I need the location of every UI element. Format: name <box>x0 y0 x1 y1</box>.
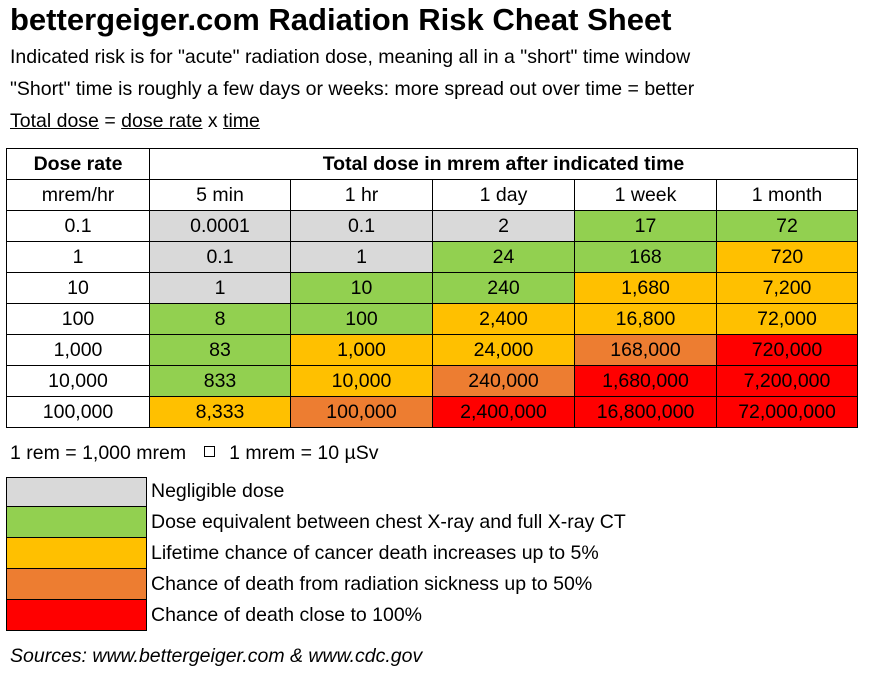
legend-swatch <box>6 600 147 631</box>
intro-line-2: "Short" time is roughly a few days or we… <box>10 78 695 100</box>
dose-cell: 10 <box>290 272 433 304</box>
formula-total-dose: Total dose <box>10 110 99 132</box>
table-row: 100 8 100 2,400 16,800 72,000 <box>6 303 858 335</box>
dose-cell: 7,200 <box>716 272 858 304</box>
dose-rate-cell: 100,000 <box>6 396 150 428</box>
formula-times: x <box>202 110 224 132</box>
dose-table: Dose rate Total dose in mrem after indic… <box>6 148 858 428</box>
dose-cell: 100,000 <box>290 396 433 428</box>
formula-time: time <box>223 110 260 132</box>
dose-cell: 2,400,000 <box>432 396 575 428</box>
dose-cell: 16,800,000 <box>574 396 717 428</box>
table-header-row: Dose rate Total dose in mrem after indic… <box>6 148 858 180</box>
dose-cell: 10,000 <box>290 365 433 397</box>
dose-cell: 83 <box>149 334 291 366</box>
dose-cell: 1,000 <box>290 334 433 366</box>
dose-cell: 240 <box>432 272 575 304</box>
dose-cell: 1 <box>290 241 433 273</box>
dose-cell: 1 <box>149 272 291 304</box>
dose-cell: 72 <box>716 210 858 242</box>
legend-swatch <box>6 569 147 600</box>
dose-cell: 8,333 <box>149 396 291 428</box>
dose-cell: 17 <box>574 210 717 242</box>
dose-cell: 1,680,000 <box>574 365 717 397</box>
dose-cell: 240,000 <box>432 365 575 397</box>
dose-rate-header: Dose rate <box>6 148 150 180</box>
dose-cell: 2,400 <box>432 303 575 335</box>
conversion-rem: 1 rem = 1,000 mrem <box>10 442 187 464</box>
dose-cell: 7,200,000 <box>716 365 858 397</box>
color-legend: Negligible dose Dose equivalent between c… <box>6 476 626 631</box>
dose-rate-cell: 0.1 <box>6 210 150 242</box>
dose-rate-cell: 10,000 <box>6 365 150 397</box>
formula-equals: = <box>98 110 122 132</box>
dose-rate-cell: 10 <box>6 272 150 304</box>
conversion-line: 1 rem = 1,000 mrem 1 mrem = 10 µSv <box>10 442 379 465</box>
dose-cell: 24 <box>432 241 575 273</box>
conversion-sv: 1 mrem = 10 µSv <box>229 442 379 464</box>
table-row: 10,000 833 10,000 240,000 1,680,000 7,200,000 <box>6 365 858 397</box>
legend-label: Chance of death close to 100% <box>151 604 423 626</box>
column-header: 1 hr <box>290 179 433 211</box>
formula-line: Total dose = dose rate x time <box>10 110 260 133</box>
table-row: 0.1 0.0001 0.1 2 17 72 <box>6 210 858 242</box>
dose-cell: 720 <box>716 241 858 273</box>
column-header: 5 min <box>149 179 291 211</box>
table-body: 0.1 0.0001 0.1 2 17 72 1 0.1 1 24 168 720 10 1 10 240 1,… <box>6 210 858 428</box>
legend-label: Negligible dose <box>151 480 285 502</box>
dose-cell: 720,000 <box>716 334 858 366</box>
legend-label: Lifetime chance of cancer death increase… <box>151 542 599 564</box>
dose-cell: 168 <box>574 241 717 273</box>
dose-cell: 24,000 <box>432 334 575 366</box>
legend-label: Dose equivalent between chest X-ray and … <box>151 511 626 533</box>
dose-cell: 8 <box>149 303 291 335</box>
column-header: 1 week <box>574 179 717 211</box>
legend-item: Chance of death close to 100% <box>6 600 626 631</box>
total-dose-header: Total dose in mrem after indicated time <box>149 148 858 180</box>
unit-label: mrem/hr <box>6 179 150 211</box>
dose-rate-cell: 100 <box>6 303 150 335</box>
dose-rate-cell: 1,000 <box>6 334 150 366</box>
table-row: 10 1 10 240 1,680 7,200 <box>6 272 858 304</box>
dose-cell: 1,680 <box>574 272 717 304</box>
dose-rate-cell: 1 <box>6 241 150 273</box>
table-row: 1,000 83 1,000 24,000 168,000 720,000 <box>6 334 858 366</box>
page-title: bettergeiger.com Radiation Risk Cheat Sh… <box>10 2 672 37</box>
legend-swatch <box>6 507 147 538</box>
legend-item: Chance of death from radiation sickness … <box>6 569 626 600</box>
table-subheader-row: mrem/hr 5 min 1 hr 1 day 1 week 1 month <box>6 179 858 211</box>
intro-line-1: Indicated risk is for "acute" radiation … <box>10 46 691 68</box>
dose-cell: 100 <box>290 303 433 335</box>
legend-swatch <box>6 476 147 507</box>
column-header: 1 month <box>716 179 858 211</box>
legend-swatch <box>6 538 147 569</box>
table-row: 100,000 8,333 100,000 2,400,000 16,800,000 72… <box>6 396 858 428</box>
column-header: 1 day <box>432 179 575 211</box>
dose-cell: 833 <box>149 365 291 397</box>
dose-cell: 0.0001 <box>149 210 291 242</box>
legend-label: Chance of death from radiation sickness … <box>151 573 593 595</box>
dose-cell: 72,000,000 <box>716 396 858 428</box>
dose-cell: 16,800 <box>574 303 717 335</box>
dose-cell: 0.1 <box>290 210 433 242</box>
formula-dose-rate: dose rate <box>121 110 203 132</box>
dose-cell: 72,000 <box>716 303 858 335</box>
table-row: 1 0.1 1 24 168 720 <box>6 241 858 273</box>
legend-item: Dose equivalent between chest X-ray and … <box>6 507 626 538</box>
legend-item: Lifetime chance of cancer death increase… <box>6 538 626 569</box>
dose-cell: 0.1 <box>149 241 291 273</box>
dose-cell: 2 <box>432 210 575 242</box>
legend-item: Negligible dose <box>6 476 626 507</box>
sources-note: Sources: www.bettergeiger.com & www.cdc.… <box>10 645 423 667</box>
dose-cell: 168,000 <box>574 334 717 366</box>
separator-box-icon <box>204 446 216 457</box>
